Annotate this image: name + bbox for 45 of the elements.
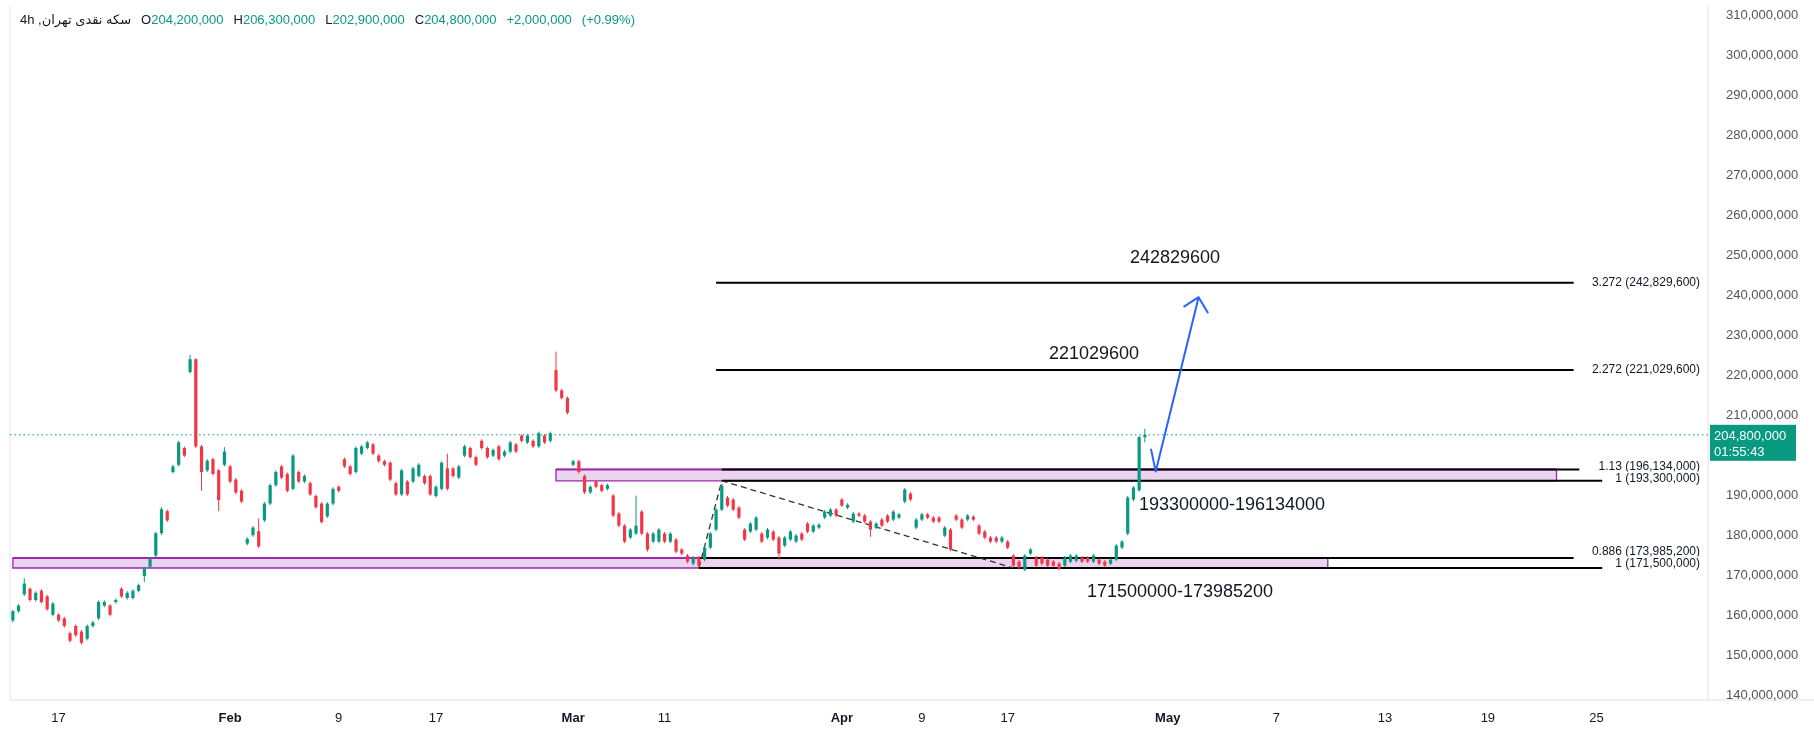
x-tick-label: 17: [428, 710, 444, 725]
ref-line-label: 204,800,000: [1714, 427, 1787, 443]
annotation: 1.13 (196,134,000): [1598, 459, 1700, 473]
y-tick-label: 210,000,000: [1726, 406, 1799, 422]
y-tick-label: 220,000,000: [1726, 366, 1799, 382]
annotation: 221029600: [1048, 343, 1140, 363]
text: 01:55:43: [1714, 443, 1765, 459]
y-tick-label: 290,000,000: [1726, 86, 1799, 102]
x-tick-label: Mar: [561, 710, 585, 725]
y-tick-label: 310,000,000: [1726, 6, 1799, 22]
y-tick-label: 280,000,000: [1726, 126, 1799, 142]
text: O204,200,000 H206,300,000 L202,900,000 C204,800,000 +2,000,000 (+0.99%): [141, 12, 635, 27]
x-tick-label: May: [1155, 710, 1182, 725]
x-tick-label: Apr: [830, 710, 854, 725]
annotation: 193300000-196134000: [1138, 494, 1326, 514]
x-tick-label: 9: [335, 710, 343, 725]
x-tick-label: 11: [657, 710, 672, 725]
x-tick-label: 7: [1272, 710, 1280, 725]
annotation: 171500000-173985200: [1086, 581, 1274, 601]
y-tick-label: 180,000,000: [1726, 526, 1799, 542]
y-tick-label: 270,000,000: [1726, 166, 1799, 182]
x-tick-label: 17: [51, 710, 66, 725]
x-tick-label: 17: [1000, 710, 1015, 725]
y-tick-label: 170,000,000: [1726, 566, 1799, 582]
y-tick-label: 140,000,000: [1726, 686, 1799, 702]
y-tick-label: 230,000,000: [1726, 326, 1799, 342]
annotation: 1 (171,500,000): [1615, 556, 1700, 570]
annotation: 3.272 (242,829,600): [1591, 275, 1700, 289]
y-tick-label: 190,000,000: [1726, 486, 1799, 502]
x-tick-label: 9: [918, 710, 926, 725]
y-tick-label: 260,000,000: [1726, 206, 1799, 222]
y-tick-label: 150,000,000: [1726, 646, 1799, 662]
y-tick-label: 250,000,000: [1726, 246, 1799, 262]
annotation: 2.272 (221,029,600): [1591, 362, 1700, 376]
x-tick-label: 19: [1480, 710, 1496, 725]
x-tick-label: 25: [1589, 710, 1604, 725]
y-tick-label: 240,000,000: [1726, 286, 1799, 302]
text: سکه نقدی تهران, 4h: [20, 12, 132, 27]
annotation: 0.886 (173,985,200): [1591, 544, 1700, 558]
annotation: 242829600: [1129, 247, 1221, 267]
annotation: 1 (193,300,000): [1615, 471, 1700, 485]
x-tick-label: Feb: [218, 710, 242, 725]
x-tick-label: 13: [1377, 710, 1393, 725]
y-tick-label: 160,000,000: [1726, 606, 1799, 622]
y-tick-label: 300,000,000: [1726, 46, 1799, 62]
